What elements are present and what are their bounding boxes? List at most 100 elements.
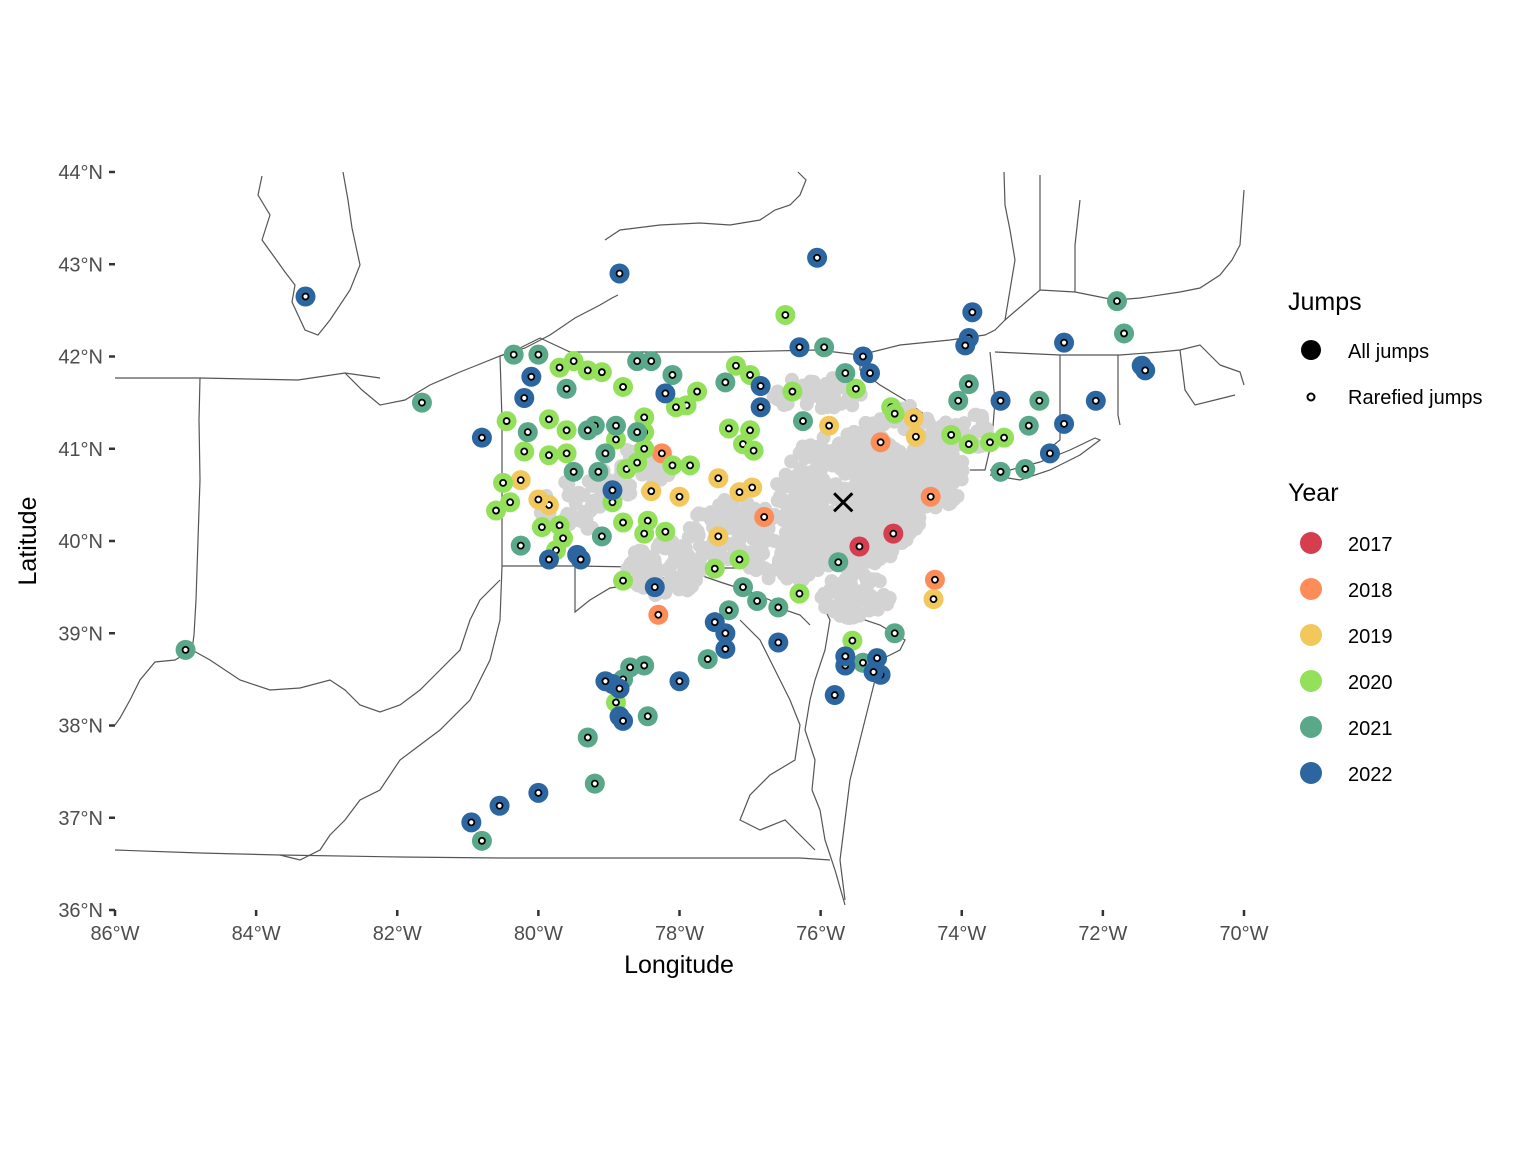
spread-point [814,379,829,394]
rarefied-jump-marker [516,476,525,485]
spread-point [752,542,767,557]
rarefied-jump-marker [583,733,592,742]
chesapeake-bay [739,599,846,906]
rarefied-jump-marker [721,378,730,387]
rarefied-jump-marker [746,426,754,435]
spread-point [845,398,860,413]
y-tick-label: 41°N [58,439,103,461]
y-axis: 36°N 37°N 38°N 39°N 40°N 41°N 42°N 43°N 44°N [58,162,115,922]
ohio-river [114,579,501,726]
spread-point [870,602,885,617]
rarefied-jump-marker [467,818,476,827]
rarefied-jump-marker [964,380,973,389]
rarefied-jump-marker [527,372,536,381]
x-tick-label: 76°W [796,923,845,945]
rarefied-jump-marker [825,421,833,430]
new-england-borders [994,175,1245,449]
rarefied-jump-marker [947,431,956,439]
spread-point [782,532,797,547]
rarefied-jump-marker [753,597,762,605]
spread-point [876,417,891,432]
spread-point [667,570,682,585]
rarefied-jump-marker [748,483,757,492]
rarefied-jump-marker [534,495,543,504]
rarefied-jump-marker [1035,396,1044,405]
rarefied-jump-marker [562,449,571,458]
rarefied-jump-marker [1060,419,1068,428]
spread-point [830,449,845,464]
legend-year-label-2022: 2022 [1348,764,1393,786]
rarefied-jump-marker [569,467,578,476]
spread-point [957,416,972,431]
rarefied-jump-marker [721,645,730,653]
rarefied-jump-marker [749,446,758,455]
rarefied-jump-marker [612,435,620,444]
rarefied-jump-marker [859,658,867,667]
rarefied-jump-marker [1024,421,1033,430]
spread-point [814,590,829,605]
spread-point [752,558,767,573]
rarefied-jump-marker [534,350,543,359]
lake-ontario-shore [604,171,807,241]
rarefied-jump-marker [739,583,747,592]
spread-point [810,563,825,578]
spread-point [751,524,766,539]
rarefied-jump-marker [1021,465,1030,473]
rarefied-jump-marker [781,311,790,319]
spread-point [859,431,874,446]
spread-point [630,578,645,593]
rarefied-jump-marker [619,383,627,391]
rarefied-jump-marker [301,292,310,301]
spread-point [862,499,877,514]
rarefied-jump-marker [788,387,797,396]
rarefied-jump-marker [672,403,680,412]
rarefied-jump-marker [795,343,804,352]
spread-point [580,521,595,536]
rarefied-jump-marker [640,444,649,453]
spread-point [810,539,825,554]
rarefied-jump-marker [1113,297,1121,306]
rarefied-jump-marker [181,645,190,654]
rarefied-jump-marker [724,606,733,615]
spread-point [620,487,635,502]
rarefied-jump-marker [774,603,783,612]
spread-point [826,393,841,408]
rarefied-jump-marker [714,474,723,483]
spread-point [738,516,753,531]
rarefied-jump-marker [909,414,918,423]
spread-point [967,408,982,423]
spread-point [920,411,935,426]
rarefied-jump-marker [675,677,684,686]
rarefied-jump-marker [601,449,610,458]
rarefied-jump-marker [562,426,571,435]
spread-point [922,463,937,478]
rarefied-jump-marker [1000,433,1008,442]
rarefied-jump-marker [576,555,585,564]
rarefied-jump-marker [996,396,1005,405]
legend-rarefied-jumps-swatch [1306,392,1316,402]
x-tick-label: 70°W [1219,923,1268,945]
rarefied-jump-marker [852,384,860,393]
spread-point [912,517,927,532]
rarefied-jump-marker [675,492,684,501]
rarefied-jump-marker [760,513,769,521]
legend-year-label-2017: 2017 [1348,534,1393,556]
legend-year-swatch-2020 [1300,670,1322,692]
y-tick-label: 40°N [58,531,103,553]
spread-point [873,542,888,557]
rarefied-jump-marker [686,461,694,470]
rarefied-jump-marker [650,583,659,592]
spread-point [839,610,854,625]
lake-erie-south-shore [344,294,619,406]
spread-point [841,512,856,527]
rarefied-jump-marker [597,368,606,377]
legend-year-title: Year [1288,479,1339,507]
rarefied-jump-marker [520,447,529,456]
rarefied-jump-marker [545,415,553,424]
rarefied-jump-marker [986,438,994,447]
rarefied-jump-marker [640,413,649,422]
rarefied-jump-marker [799,417,807,425]
rarefied-jump-marker [795,589,804,598]
rarefied-jump-marker [968,308,977,317]
